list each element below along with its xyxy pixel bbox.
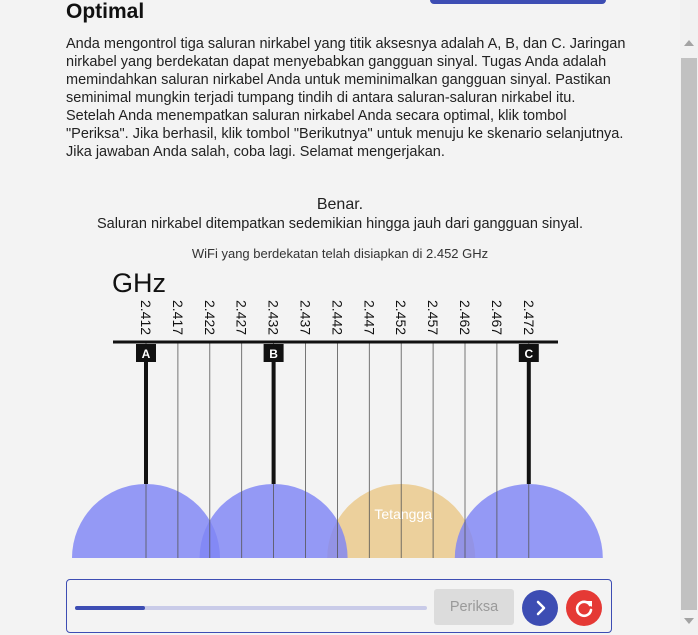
result-detail: Saluran nirkabel ditempatkan sedemikian …	[96, 216, 584, 232]
access-point-marker-b	[263, 344, 284, 362]
frequency-tick-label: 2.422	[202, 300, 218, 335]
frequency-tick-label: 2.452	[393, 300, 409, 335]
control-bar: Periksa	[66, 579, 612, 633]
refresh-icon	[575, 600, 593, 618]
frequency-tick-label: 2.442	[329, 300, 345, 335]
access-point-label-c: C	[524, 347, 533, 361]
frequency-tick-label: 2.417	[170, 300, 186, 335]
page-title: Optimal	[66, 0, 145, 23]
frequency-tick-label: 2.412	[138, 300, 154, 335]
result-title: Benar.	[316, 196, 364, 213]
frequency-tick-label: 2.427	[234, 300, 250, 335]
frequency-tick-label: 2.447	[361, 300, 377, 335]
frequency-tick-label: 2.462	[457, 300, 473, 335]
instructions-text: Anda mengontrol tiga saluran nirkabel ya…	[66, 36, 626, 160]
scroll-up-arrow-icon[interactable]	[684, 40, 694, 46]
unit-label: GHz	[112, 268, 166, 298]
neighbor-label: Tetangga	[374, 506, 432, 522]
scroll-down-arrow-icon[interactable]	[684, 618, 694, 624]
access-point-marker-c	[518, 344, 539, 362]
frequency-tick-label: 2.467	[489, 300, 505, 335]
main-panel: Optimal Anda mengontrol tiga saluran nir…	[0, 0, 680, 635]
channel-chart: GHz Tetangga 2.412 2.417 2.422 2.427 2.432 2.43…	[72, 268, 603, 558]
progress-fill	[75, 606, 146, 610]
frequency-tick-label: 2.472	[521, 300, 537, 335]
access-point-label-b: B	[269, 347, 278, 361]
frequency-tick-label: 2.457	[425, 300, 441, 335]
progress-bar	[75, 606, 427, 610]
scroll-thumb[interactable]	[681, 58, 697, 610]
scrollbar[interactable]	[680, 0, 698, 635]
check-button[interactable]: Periksa	[434, 589, 514, 625]
reset-button[interactable]	[566, 590, 602, 626]
neighbor-info: WiFi yang berdekatan telah disiapkan di …	[191, 246, 489, 261]
top-button-edge[interactable]	[430, 0, 606, 4]
next-button[interactable]	[522, 590, 558, 626]
access-point-label-a: A	[142, 347, 151, 361]
access-point-marker-a	[136, 344, 156, 362]
chevron-right-icon	[536, 600, 546, 616]
frequency-tick-label: 2.432	[266, 300, 282, 335]
frequency-tick-label: 2.437	[298, 300, 314, 335]
